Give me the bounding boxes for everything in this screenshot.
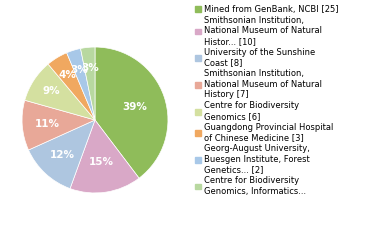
- Text: 4%: 4%: [59, 70, 76, 80]
- Text: 9%: 9%: [42, 86, 60, 96]
- Text: 3%: 3%: [71, 65, 89, 75]
- Text: 39%: 39%: [123, 102, 147, 112]
- Wedge shape: [25, 64, 95, 120]
- Text: 3%: 3%: [81, 63, 99, 73]
- Text: 11%: 11%: [35, 119, 60, 129]
- Text: 12%: 12%: [50, 150, 75, 160]
- Wedge shape: [95, 47, 168, 178]
- Wedge shape: [66, 48, 95, 120]
- Wedge shape: [48, 53, 95, 120]
- Wedge shape: [81, 47, 95, 120]
- Wedge shape: [70, 120, 139, 193]
- Legend: Mined from GenBank, NCBI [25], Smithsonian Institution,
National Museum of Natur: Mined from GenBank, NCBI [25], Smithsoni…: [194, 4, 339, 196]
- Text: 15%: 15%: [89, 157, 114, 167]
- Wedge shape: [22, 100, 95, 150]
- Wedge shape: [28, 120, 95, 189]
